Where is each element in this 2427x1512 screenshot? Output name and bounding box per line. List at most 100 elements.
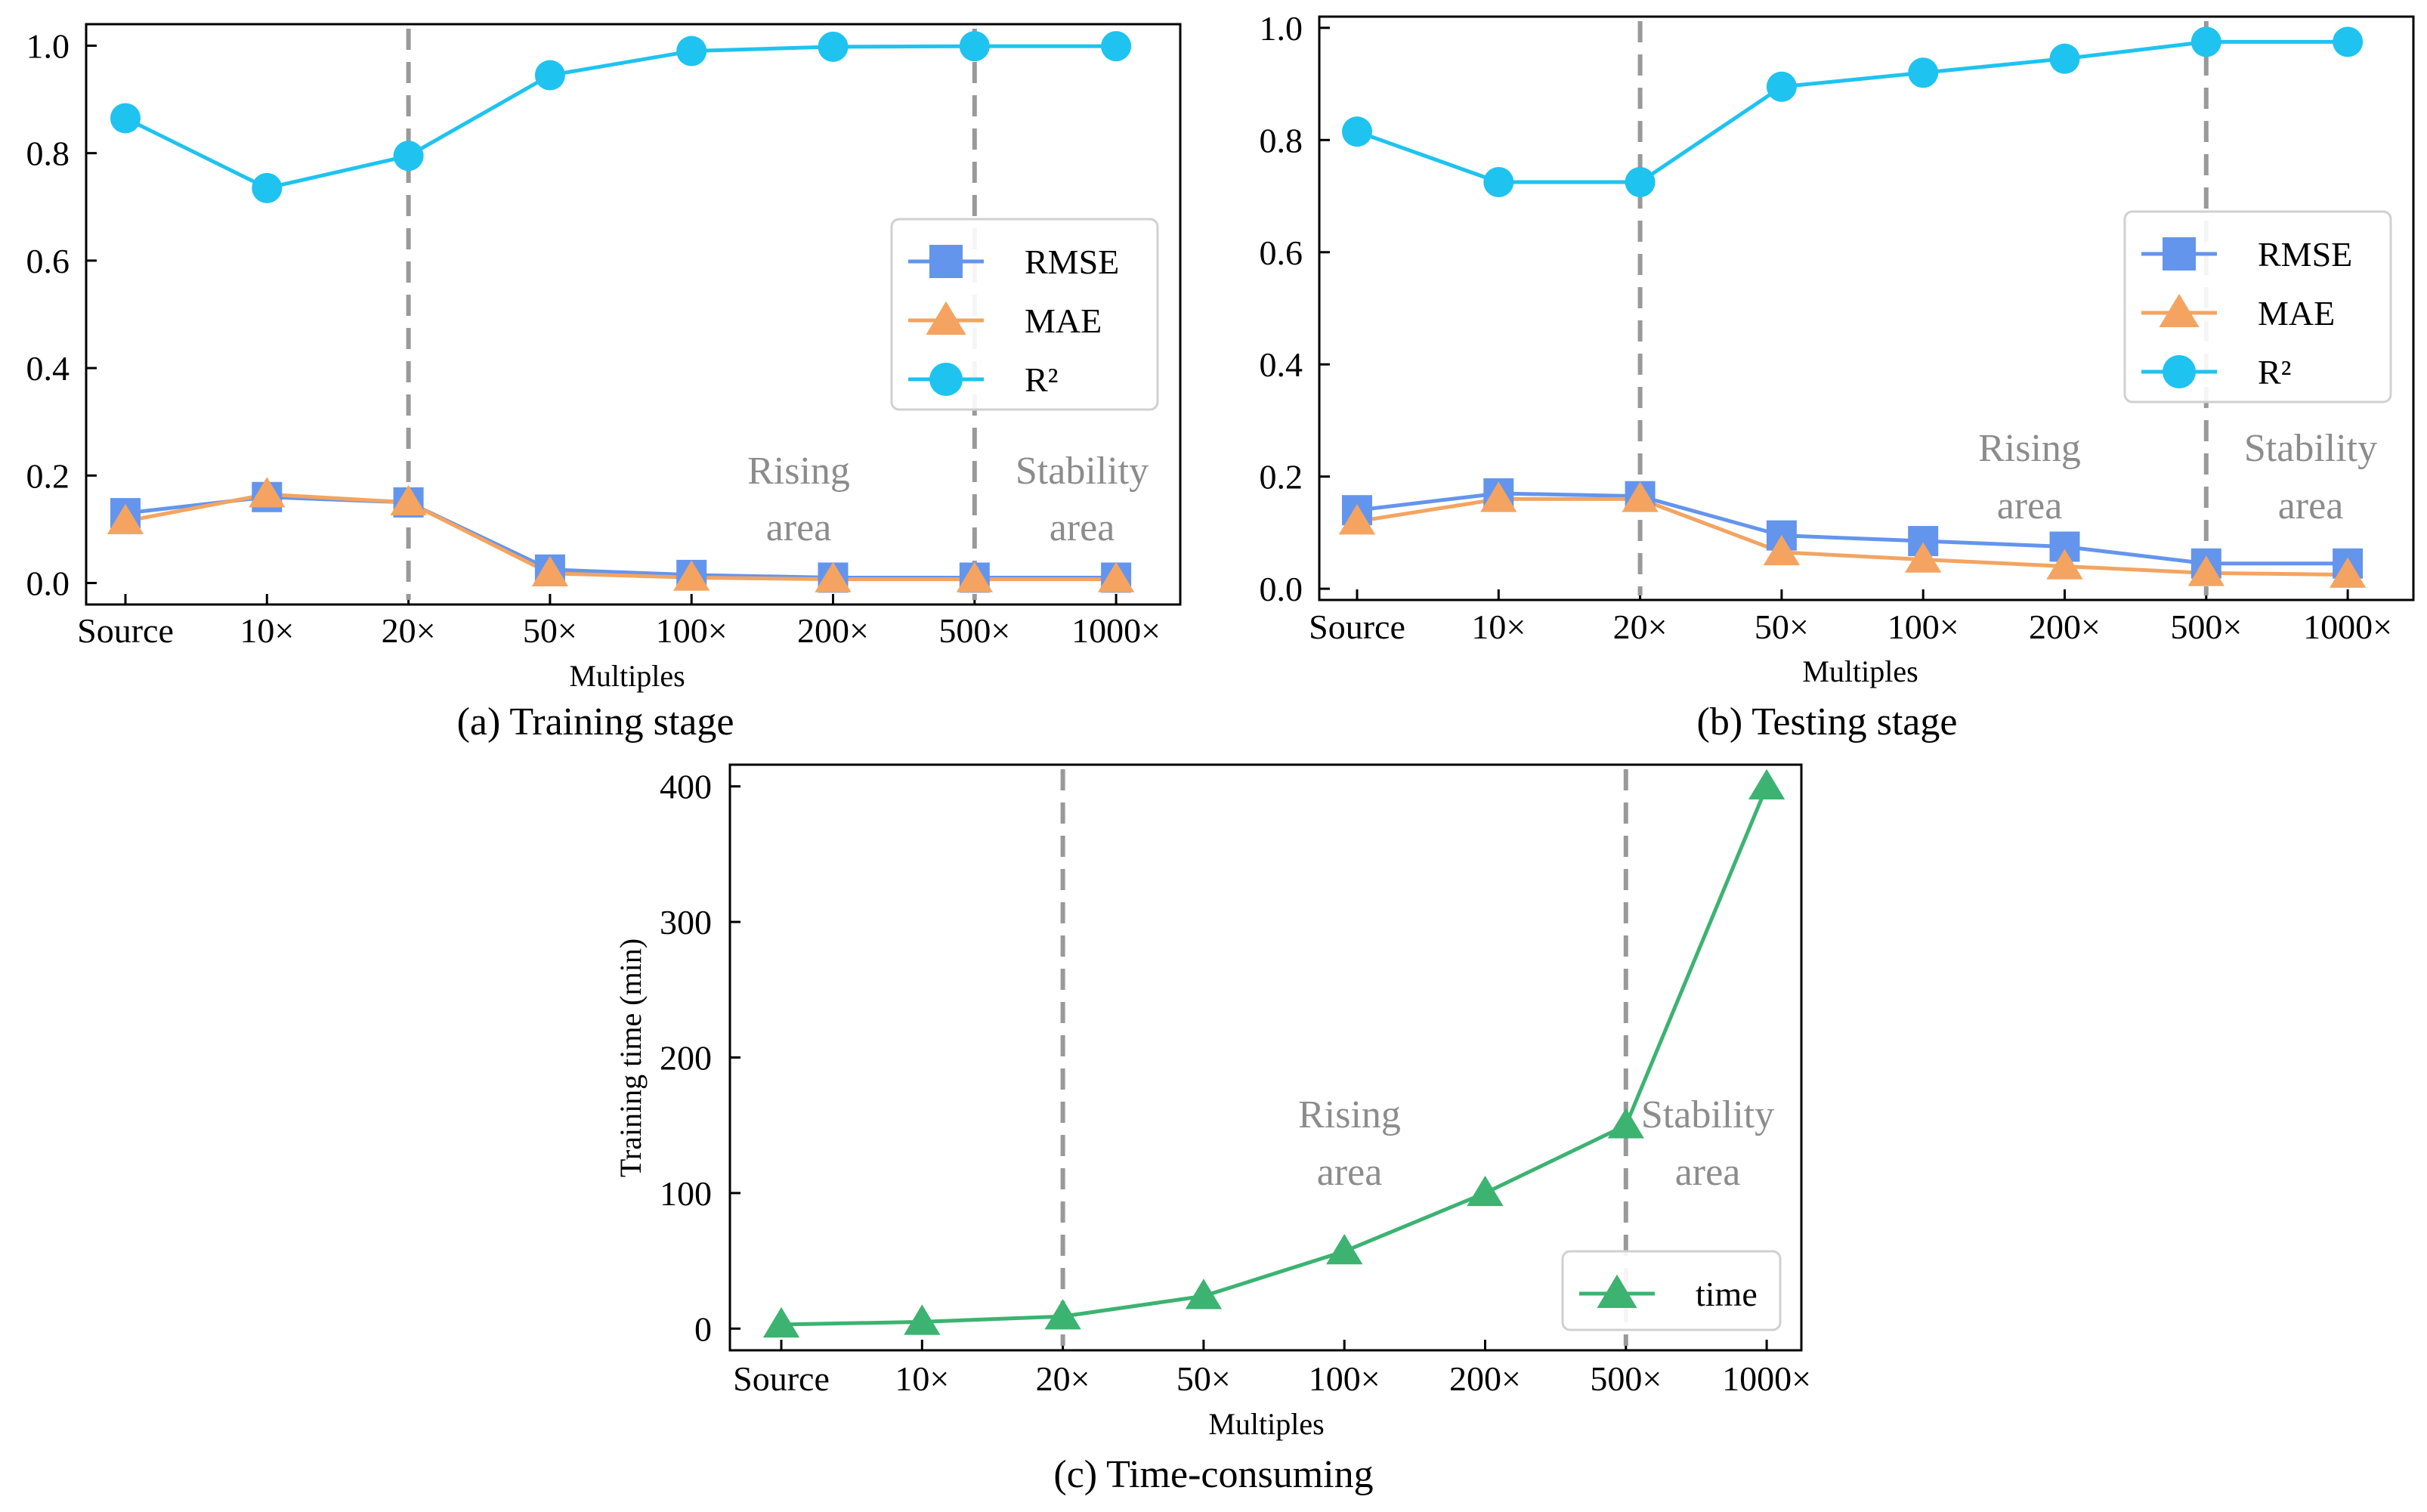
- y-tick-label: 200: [660, 1039, 712, 1078]
- y-tick-label: 0.8: [26, 135, 70, 173]
- rising-area-label-line1: Rising: [747, 450, 850, 493]
- series-line: [1356, 491, 2348, 566]
- x-tick-label: 200×: [1449, 1359, 1521, 1398]
- y-tick-label: 0.4: [1260, 345, 1303, 384]
- data-point: [252, 172, 283, 203]
- data-point: [904, 1304, 941, 1335]
- legend-marker: [2163, 237, 2196, 271]
- data-point: [762, 1306, 800, 1338]
- stability-area-label-line2: area: [1675, 1151, 1741, 1194]
- series-line: [124, 44, 1117, 190]
- legend-marker: [2159, 293, 2200, 327]
- caption: (c) Time-consuming: [1053, 1453, 1373, 1496]
- legend: time: [1561, 1250, 1782, 1331]
- series-group: [107, 31, 1135, 593]
- rising-area-label-line2: area: [1317, 1151, 1383, 1194]
- legend-label: RMSE: [2258, 235, 2352, 274]
- x-axis-label: Multiples: [569, 659, 685, 693]
- x-tick-label: 1000×: [1071, 611, 1161, 650]
- plot-frame: [1318, 15, 2415, 601]
- legend-box: [1561, 1250, 1782, 1331]
- legend-marker: [2163, 355, 2196, 388]
- series-line: [781, 785, 1769, 1327]
- y-tick-label: 0: [694, 1309, 712, 1348]
- data-point: [1326, 1234, 1363, 1265]
- legend-label: R²: [1025, 360, 1058, 399]
- x-axis-label: Multiples: [1208, 1407, 1324, 1441]
- data-point: [1905, 542, 1942, 573]
- rising-area-label-line1: Rising: [1298, 1093, 1401, 1136]
- legend-label: MAE: [2258, 294, 2335, 332]
- y-tick-label: 0.8: [1260, 121, 1303, 159]
- y-tick-label: 0.6: [1260, 233, 1303, 272]
- panel-training-stage: 0.0 0.2 0.4 0.6 0.8 1.0 Source 10× 20× 50× 100× 20…: [26, 23, 1182, 744]
- y-tick-label: 0.4: [26, 349, 70, 388]
- x-tick-label: 10×: [240, 611, 294, 650]
- y-ticks: 0.0 0.2 0.4 0.6 0.8 1.0: [1260, 9, 1330, 608]
- data-point: [1467, 1175, 1504, 1207]
- stability-area-label-line1: Stability: [1641, 1093, 1774, 1136]
- series-line: [1356, 496, 2348, 577]
- y-tick-label: 0.2: [26, 456, 70, 495]
- legend: RMSE MAE R²: [890, 218, 1159, 411]
- y-tick-label: 0.0: [26, 564, 70, 603]
- x-tick-label: Source: [733, 1359, 830, 1398]
- y-tick-label: 1.0: [1260, 9, 1303, 48]
- dividers: [1637, 21, 2209, 595]
- x-tick-label: Source: [77, 611, 174, 650]
- legend-label: RMSE: [1025, 243, 1119, 281]
- x-ticks: Source 10× 20× 50× 100× 200× 500× 1000×: [77, 594, 1161, 650]
- x-tick-label: 20×: [1036, 1359, 1090, 1398]
- caption: (b) Testing stage: [1697, 700, 1958, 744]
- series-group: [1338, 26, 2367, 588]
- data-point: [956, 561, 993, 592]
- legend-marker: [929, 245, 963, 278]
- data-point: [2333, 26, 2364, 57]
- data-point: [1763, 534, 1801, 566]
- data-point: [2049, 43, 2080, 74]
- stability-area-label-line2: area: [1050, 506, 1115, 549]
- x-tick-label: 200×: [797, 611, 869, 650]
- legend-marker: [926, 301, 966, 335]
- caption: (a) Training stage: [457, 700, 734, 744]
- rising-area-label-line1: Rising: [1978, 427, 2081, 470]
- data-point: [1607, 1108, 1644, 1139]
- data-point: [1044, 1299, 1081, 1330]
- x-tick-label: 100×: [656, 611, 728, 650]
- y-tick-label: 100: [660, 1174, 712, 1213]
- y-tick-label: 0.2: [1260, 458, 1303, 496]
- data-point: [249, 477, 286, 508]
- x-ticks: Source 10× 20× 50× 100× 200× 500× 1000×: [733, 1340, 1811, 1398]
- data-point: [393, 141, 424, 172]
- y-ticks: 0.0 0.2 0.4 0.6 0.8 1.0: [26, 26, 97, 603]
- x-tick-label: 1000×: [1722, 1359, 1811, 1398]
- data-point: [676, 36, 707, 66]
- legend-label: time: [1696, 1275, 1758, 1313]
- x-tick-label: 1000×: [2303, 608, 2392, 646]
- data-point: [531, 555, 569, 587]
- panel-testing-stage: 0.0 0.2 0.4 0.6 0.8 1.0 Source 10× 20× 50× 100× 20…: [1260, 9, 2415, 744]
- x-tick-label: 500×: [2170, 608, 2242, 646]
- x-tick-label: 100×: [1887, 608, 1959, 646]
- legend: RMSE MAE R²: [2123, 210, 2392, 404]
- x-tick-label: 10×: [895, 1359, 949, 1398]
- data-point: [2329, 557, 2367, 588]
- x-tick-label: Source: [1309, 608, 1405, 646]
- data-point: [818, 31, 849, 62]
- x-axis-label: Multiples: [1802, 654, 1918, 688]
- series-group: [762, 768, 1785, 1338]
- dividers: [406, 29, 977, 600]
- data-point: [959, 31, 990, 62]
- x-ticks: Source 10× 20× 50× 100× 200× 500× 1000×: [1309, 589, 2392, 646]
- data-point: [1748, 768, 1785, 799]
- panel-time-consuming: 0 100 200 300 400 Source 10× 20× 50× 100× 200× 500…: [614, 763, 1811, 1496]
- data-point: [2190, 26, 2221, 57]
- data-point: [673, 560, 710, 591]
- rising-area-label-line2: area: [766, 506, 832, 549]
- y-axis-label: Training time (min): [614, 938, 648, 1177]
- data-point: [1622, 481, 1659, 512]
- data-point: [1908, 57, 1939, 88]
- y-tick-label: 1.0: [26, 26, 70, 65]
- data-point: [1097, 561, 1135, 592]
- y-tick-label: 400: [660, 768, 712, 806]
